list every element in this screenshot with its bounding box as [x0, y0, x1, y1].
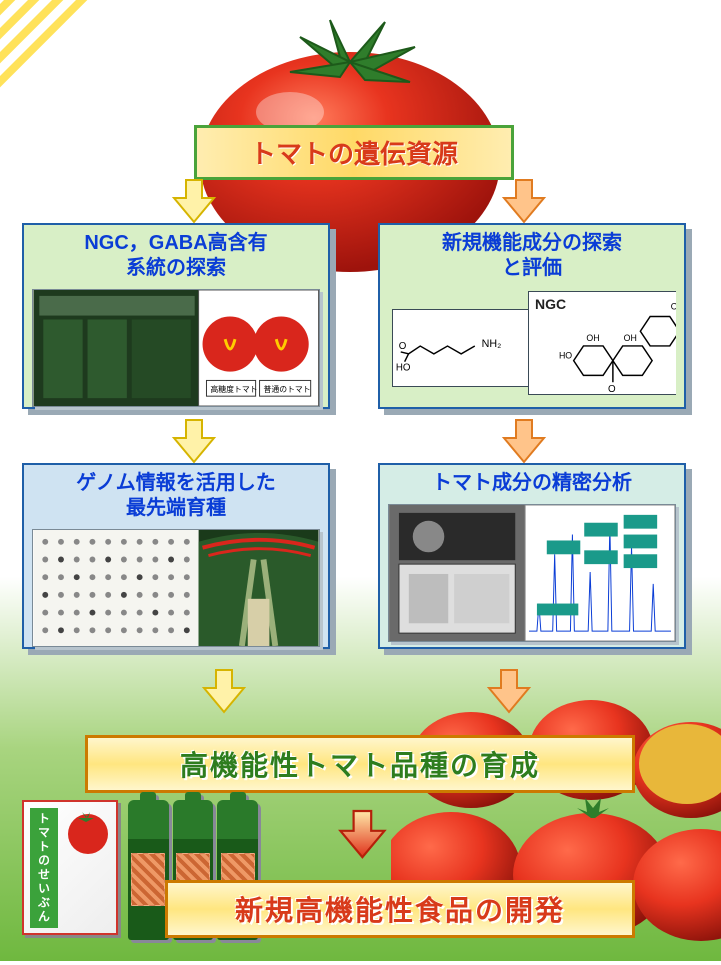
svg-text:高糖度トマト: 高糖度トマト [210, 384, 257, 394]
svg-text:O: O [608, 384, 616, 394]
a-title-r-arrow-down-icon [500, 176, 548, 224]
panel-new-components: 新規機能成分の探索 と評価 HO O NH₂ NGC [378, 223, 686, 409]
a-final-arrow-down-icon [336, 800, 389, 866]
title-text: トマトの遺伝資源 [250, 134, 458, 171]
svg-text:NH₂: NH₂ [482, 338, 502, 350]
band-breeding: 高機能性トマト品種の育成 [85, 735, 635, 793]
band-text: 新規高機能性食品の開発 [235, 889, 565, 929]
panel-heading: NGC，GABA高含有 系統の探索 [24, 225, 328, 285]
a-low-l-arrow-down-icon [200, 660, 248, 720]
svg-text:OH: OH [624, 333, 637, 343]
title-band: トマトの遺伝資源 [194, 125, 514, 180]
band-food-development: 新規高機能性食品の開発 [165, 880, 635, 938]
svg-text:HO: HO [396, 362, 411, 373]
panel-heading: ゲノム情報を活用した 最先端育種 [24, 465, 328, 525]
svg-text:OH: OH [586, 333, 599, 343]
a-mid-l-arrow-down-icon [170, 416, 218, 464]
svg-text:HO: HO [559, 351, 572, 361]
svg-text:OH: OH [671, 302, 676, 312]
panel-image-microarray-greenhouse [32, 529, 320, 647]
band-text: 高機能性トマト品種の育成 [180, 744, 540, 784]
svg-text:普通のトマト: 普通のトマト [263, 384, 310, 394]
ngc-label: NGC [535, 296, 566, 312]
panel-image-greenhouse-tomatoes: 高糖度トマト 普通のトマト [32, 289, 320, 407]
panel-image-instrument-spectrum [388, 504, 676, 642]
a-mid-r-arrow-down-icon [500, 416, 548, 464]
product-label: トマトのせいぶん [30, 808, 58, 928]
panel-heading: トマト成分の精密分析 [380, 465, 684, 500]
svg-text:O: O [399, 341, 407, 352]
corner-decoration [0, 0, 160, 160]
a-title-l-arrow-down-icon [170, 176, 218, 224]
panel-heading: 新規機能成分の探索 と評価 [380, 225, 684, 285]
panel-genome-breeding: ゲノム情報を活用した 最先端育種 [22, 463, 330, 649]
panel-image-chemical-structures: HO O NH₂ NGC O HO OH OH OH [388, 289, 676, 399]
product-package-image: トマトのせいぶん [22, 800, 118, 935]
panel-precision-analysis: トマト成分の精密分析 [378, 463, 686, 649]
panel-ngc-gaba: NGC，GABA高含有 系統の探索 高糖度トマト 普通のトマト [22, 223, 330, 409]
